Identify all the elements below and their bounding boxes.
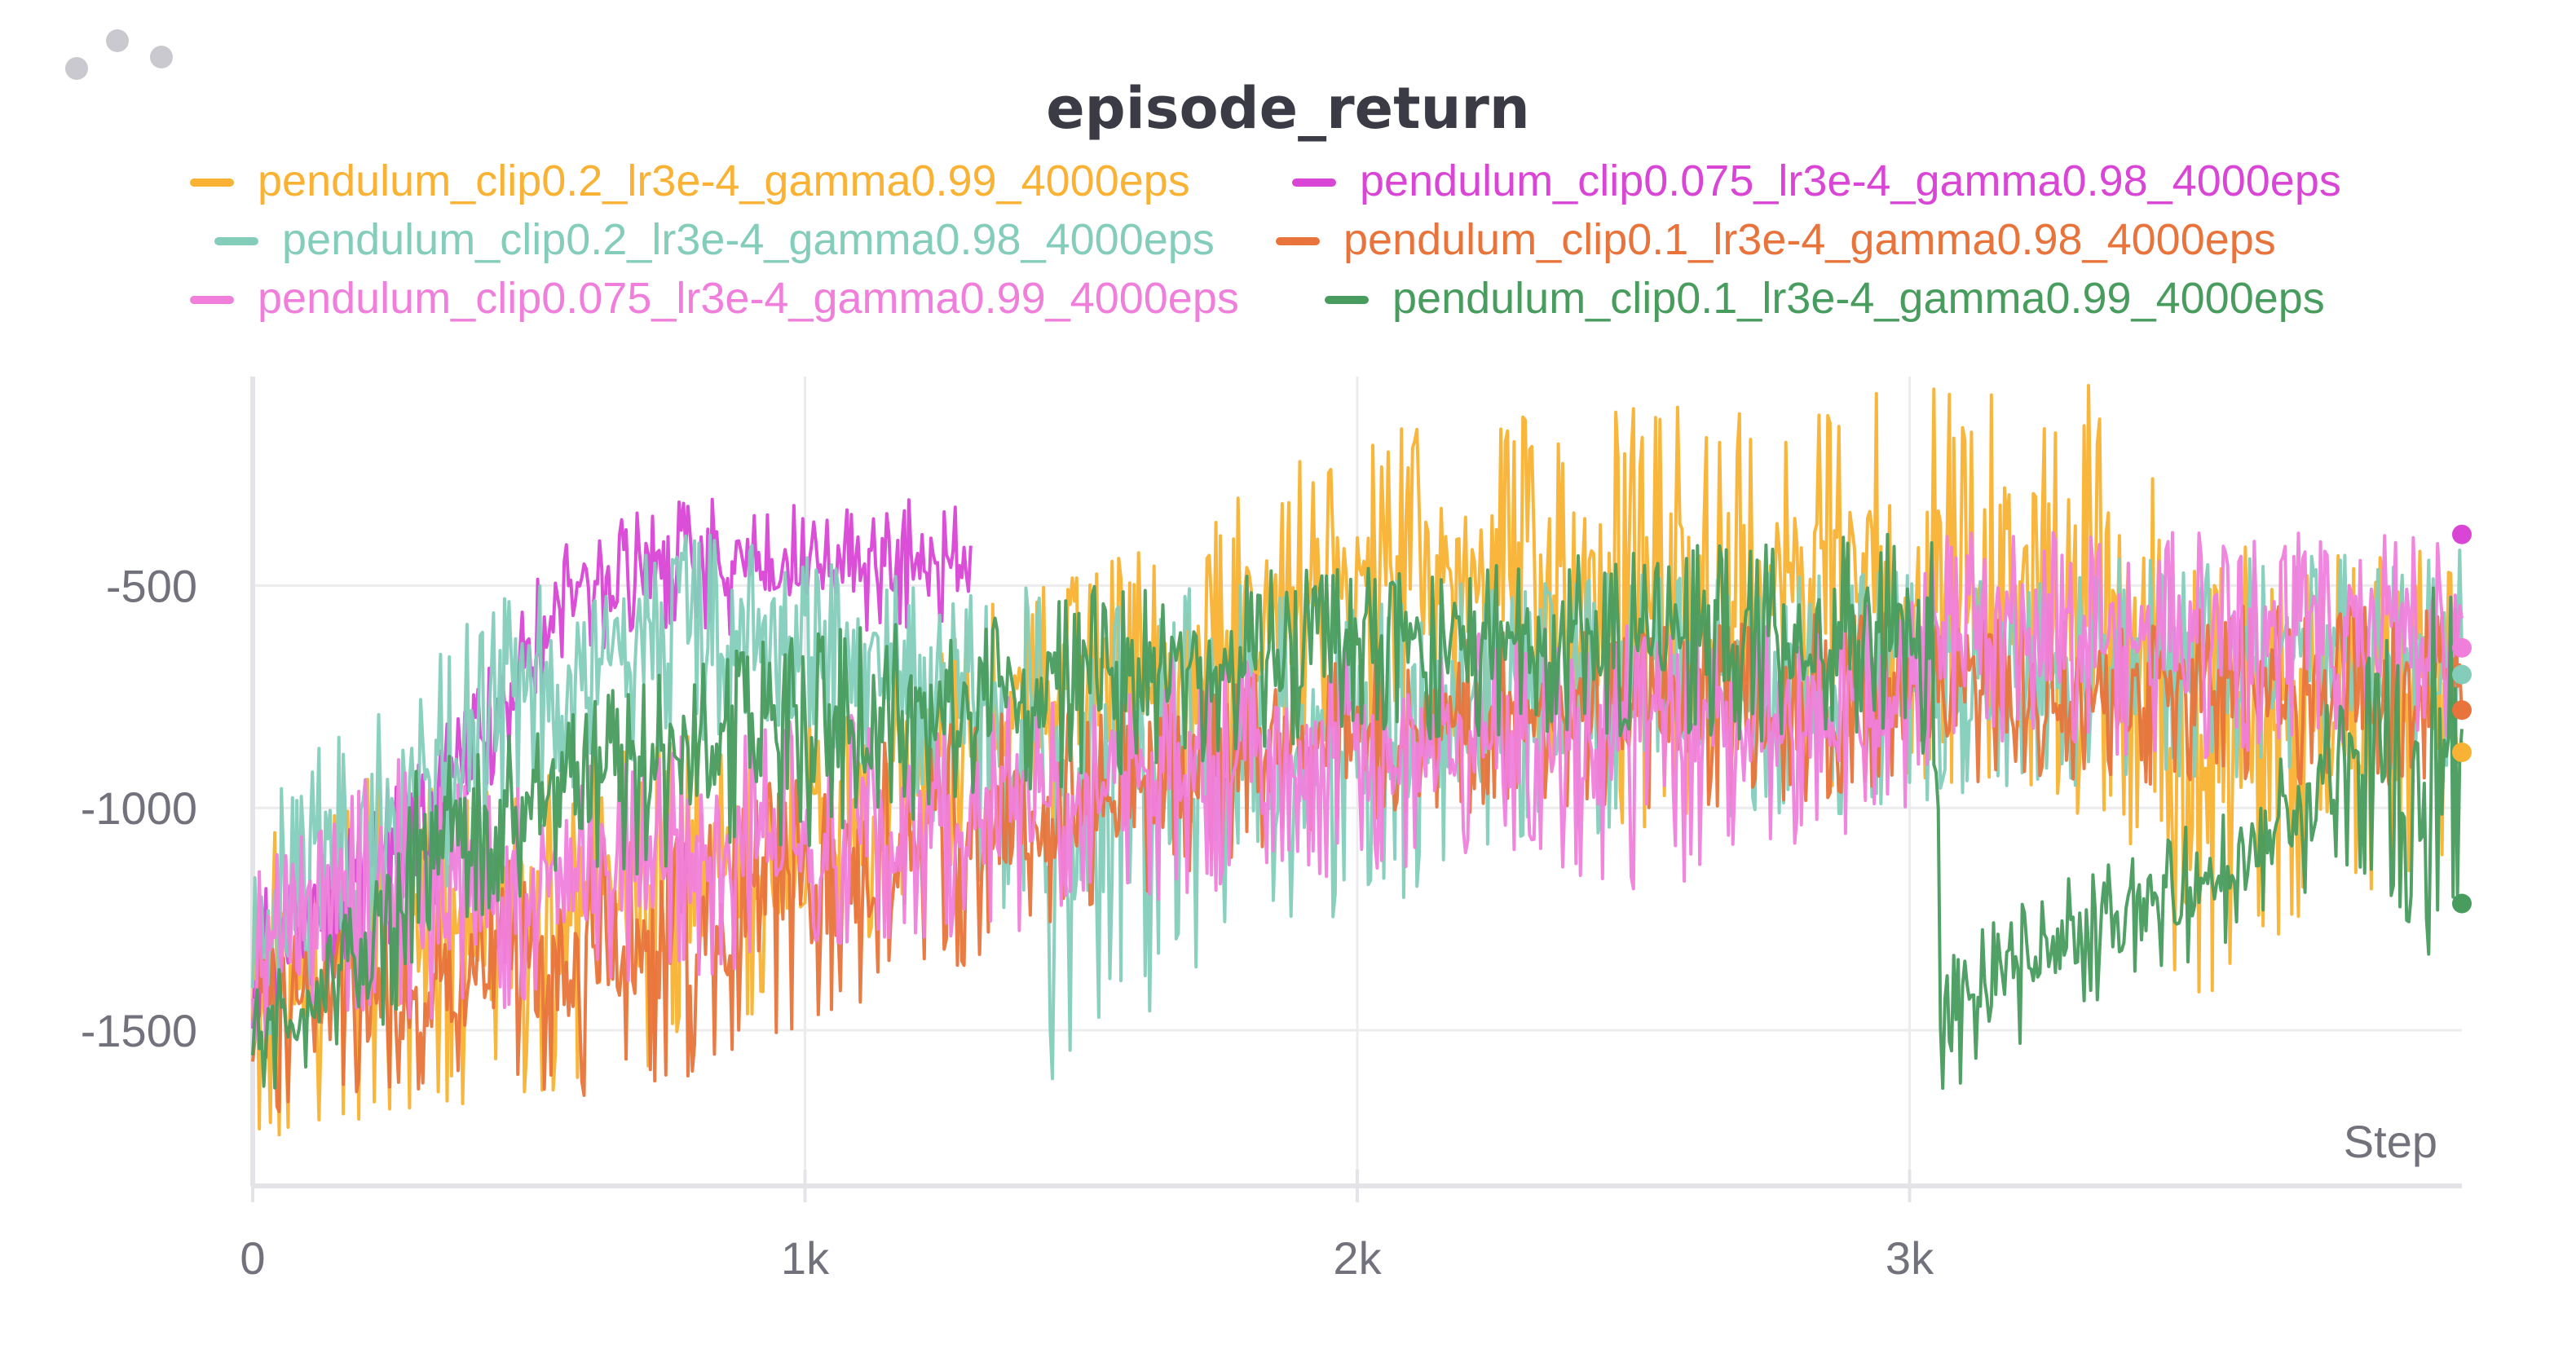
y-tick-label: -1000 (81, 782, 197, 834)
series-line (251, 531, 2464, 1042)
series-end-marker (2452, 664, 2472, 685)
legend: pendulum_clip0.2_lr3e-4_gamma0.99_4000ep… (190, 156, 2341, 323)
legend-label: pendulum_clip0.2_lr3e-4_gamma0.99_4000ep… (258, 156, 1190, 205)
series-line (251, 604, 2464, 1113)
tick-labels: 0 1k 2k 3k -500 -1000 -1500 (81, 560, 1934, 1284)
end-markers (2452, 524, 2472, 914)
series-end-marker (2452, 700, 2472, 721)
series-end-marker (2452, 637, 2472, 658)
x-tick-label: 2k (1333, 1232, 1382, 1284)
legend-label: pendulum_clip0.1_lr3e-4_gamma0.99_4000ep… (1392, 274, 2325, 323)
series-end-marker (2452, 893, 2472, 914)
legend-item[interactable]: pendulum_clip0.075_lr3e-4_gamma0.99_4000… (190, 274, 1239, 323)
y-tick-label: -1500 (81, 1005, 197, 1056)
series-end-marker (2452, 743, 2472, 763)
y-tick-label: -500 (106, 560, 197, 611)
legend-item[interactable]: pendulum_clip0.1_lr3e-4_gamma0.99_4000ep… (1325, 274, 2325, 323)
series-end-marker (2452, 524, 2472, 544)
x-tick-label: 1k (781, 1232, 830, 1284)
series-layer (251, 384, 2464, 1137)
panel-menu-icon[interactable] (59, 28, 181, 85)
legend-item[interactable]: pendulum_clip0.1_lr3e-4_gamma0.98_4000ep… (1276, 215, 2276, 264)
legend-item[interactable]: pendulum_clip0.2_lr3e-4_gamma0.98_4000ep… (214, 215, 1215, 264)
legend-label: pendulum_clip0.075_lr3e-4_gamma0.99_4000… (258, 274, 1239, 323)
chart-title: episode_return (1046, 75, 1530, 142)
x-tick-label: 0 (240, 1232, 265, 1284)
legend-label: pendulum_clip0.1_lr3e-4_gamma0.98_4000ep… (1343, 215, 2276, 264)
legend-label: pendulum_clip0.075_lr3e-4_gamma0.98_4000… (1360, 156, 2341, 205)
x-tick-label: 3k (1886, 1232, 1934, 1284)
legend-item[interactable]: pendulum_clip0.075_lr3e-4_gamma0.98_4000… (1292, 156, 2341, 205)
legend-item[interactable]: pendulum_clip0.2_lr3e-4_gamma0.99_4000ep… (190, 156, 1190, 205)
x-axis-label: Step (2344, 1116, 2437, 1167)
legend-label: pendulum_clip0.2_lr3e-4_gamma0.98_4000ep… (282, 215, 1215, 264)
series-line (251, 532, 2464, 1091)
